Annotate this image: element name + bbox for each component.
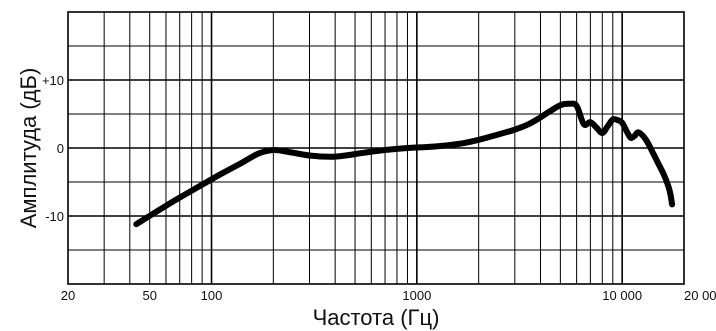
y-tick-label: 0 (57, 141, 64, 156)
x-tick-labels: 20 50 100 1000 10 000 20 000 (61, 288, 716, 303)
plot-frame (67, 11, 685, 285)
y-tick-labels: +10 0 -10 (42, 73, 64, 224)
x-tick-label: 20 (61, 288, 75, 303)
series-line (133, 100, 676, 228)
x-tick-label: 1000 (402, 288, 431, 303)
y-axis-label: Амплитуда (дБ) (16, 68, 41, 229)
x-tick-label: 50 (142, 288, 156, 303)
grid (68, 12, 684, 284)
x-axis-label: Частота (Гц) (313, 305, 440, 330)
y-tick-label: +10 (42, 73, 64, 88)
x-tick-label: 20 000 (684, 288, 716, 303)
x-tick-label: 10 000 (602, 288, 642, 303)
x-tick-label: 100 (201, 288, 223, 303)
y-tick-label: -10 (45, 209, 64, 224)
